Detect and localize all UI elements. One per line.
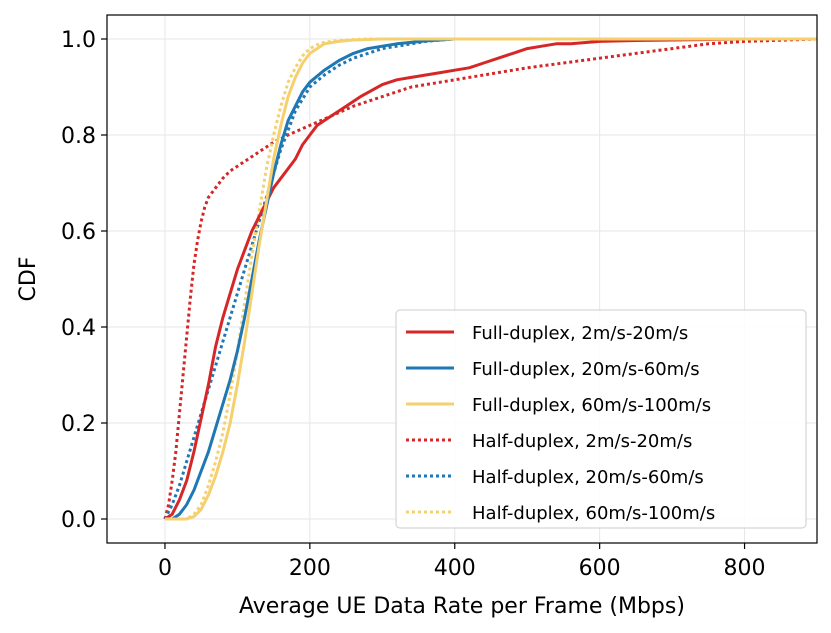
x-tick-label: 600 (579, 556, 621, 581)
series-line-0 (164, 37, 817, 521)
x-tick-label: 0 (158, 556, 172, 581)
x-tick-label: 200 (289, 556, 331, 581)
x-tick-label: 400 (434, 556, 476, 581)
legend-label: Half-duplex, 2m/s-20m/s (472, 431, 692, 452)
legend-label: Full-duplex, 20m/s-60m/s (472, 359, 700, 380)
y-tick-label: 0.6 (61, 220, 96, 245)
y-tick-label: 0.0 (61, 508, 96, 533)
legend-label: Half-duplex, 20m/s-60m/s (472, 467, 704, 488)
y-axis: 0.0 0.2 0.4 0.6 0.8 1.0 (61, 28, 107, 533)
y-tick-label: 1.0 (61, 28, 96, 53)
y-tick-label: 0.2 (61, 412, 96, 437)
series-line-2 (164, 37, 817, 521)
plot-frame (106, 14, 818, 544)
series-line-5 (164, 37, 817, 521)
x-axis: 0 200 400 600 800 (158, 543, 766, 581)
series-layer (163, 37, 818, 521)
x-axis-title: Average UE Data Rate per Frame (Mbps) (239, 594, 685, 619)
series-line-1 (164, 37, 817, 521)
y-tick-label: 0.8 (61, 124, 96, 149)
legend: Full-duplex, 2m/s-20m/s Full-duplex, 20m/… (395, 309, 807, 529)
x-tick-label: 800 (724, 556, 766, 581)
y-axis-title: CDF (16, 257, 41, 302)
legend-label: Full-duplex, 60m/s-100m/s (472, 395, 711, 416)
y-tick-label: 0.4 (61, 316, 96, 341)
legend-box (395, 309, 807, 529)
legend-label: Full-duplex, 2m/s-20m/s (472, 323, 688, 344)
legend-label: Half-duplex, 60m/s-100m/s (472, 503, 715, 524)
